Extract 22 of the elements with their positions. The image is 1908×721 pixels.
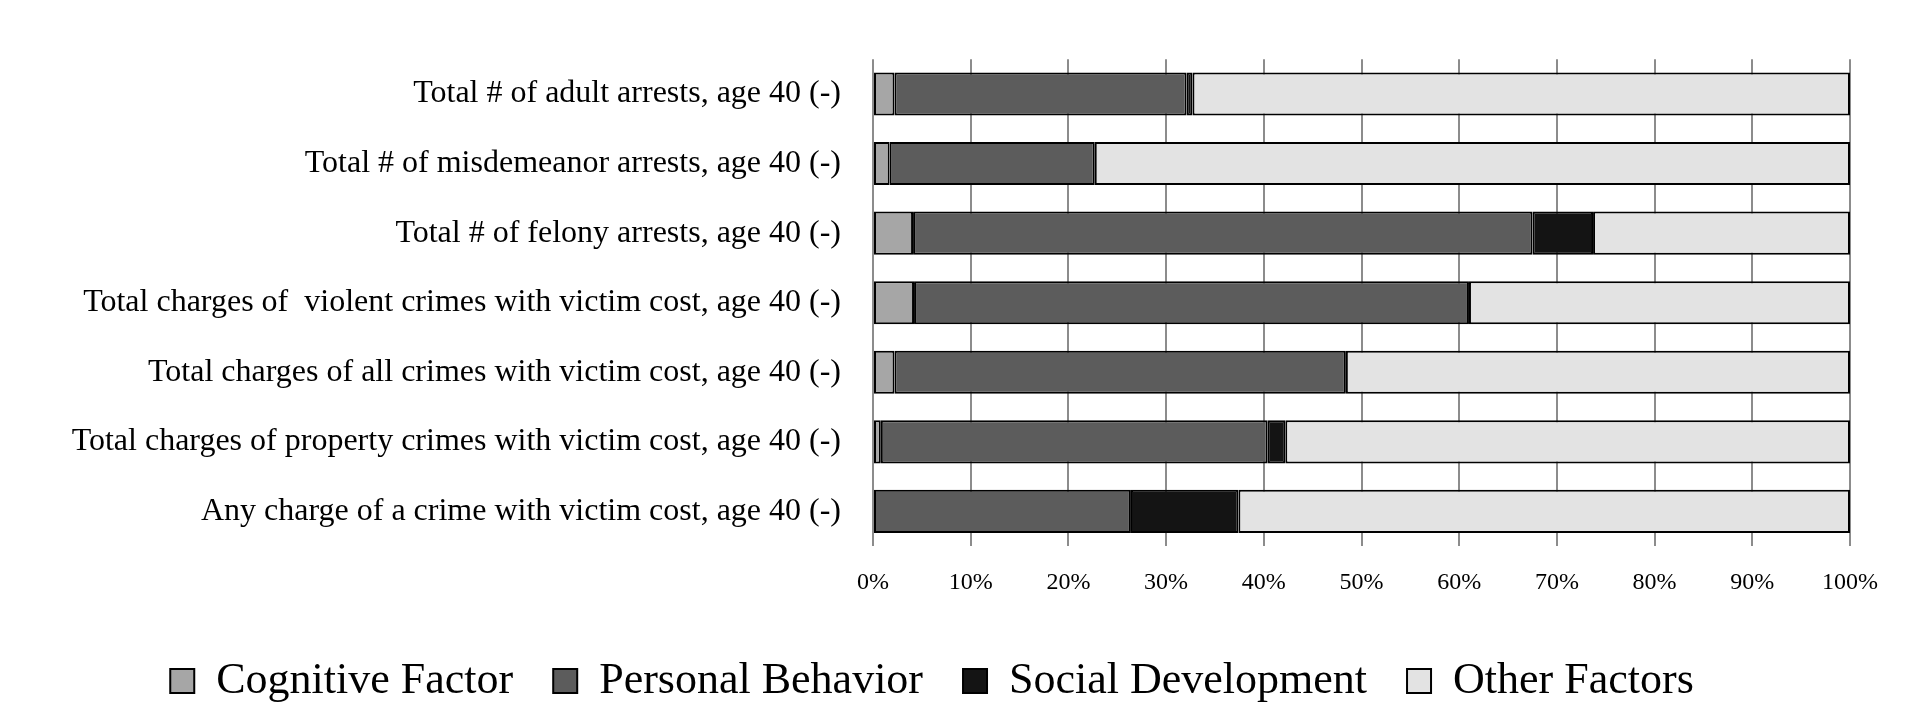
y-tick-label: Any charge of a crime with victim cost, age 40 (-): [200, 490, 841, 527]
y-tick-label: Total charges of property crimes with victim cost, age 40 (-): [71, 421, 841, 458]
legend-label: Cognitive Factor: [216, 653, 514, 703]
x-tick-label: 40%: [1241, 567, 1286, 594]
x-tick-label: 50%: [1339, 567, 1384, 594]
y-tick-label: Total charges of all crimes with victim cost, age 40 (-): [148, 351, 841, 388]
legend-label: Other Factors: [1453, 653, 1694, 703]
x-tick-label: 20%: [1046, 567, 1091, 594]
x-tick-label: 80%: [1632, 567, 1677, 594]
x-tick-label: 0%: [857, 567, 889, 594]
y-tick-label: Total # of misdemeanor arrests, age 40 (-): [304, 142, 841, 179]
y-tick-label: Total charges of violent crimes with victim cost, age 40 (-): [83, 282, 841, 319]
legend-label: Social Development: [1009, 653, 1368, 703]
y-tick-label: Total # of felony arrests, age 40 (-): [395, 212, 841, 249]
x-tick-label: 60%: [1437, 567, 1482, 594]
x-tick-label: 10%: [948, 567, 993, 594]
x-tick-label: 70%: [1534, 567, 1579, 594]
x-tick-label: 90%: [1730, 567, 1775, 594]
legend-label: Personal Behavior: [599, 653, 924, 703]
y-tick-label: Total # of adult arrests, age 40 (-): [413, 73, 841, 110]
x-tick-label: 30%: [1144, 567, 1189, 594]
x-tick-label: 100%: [1822, 567, 1878, 594]
